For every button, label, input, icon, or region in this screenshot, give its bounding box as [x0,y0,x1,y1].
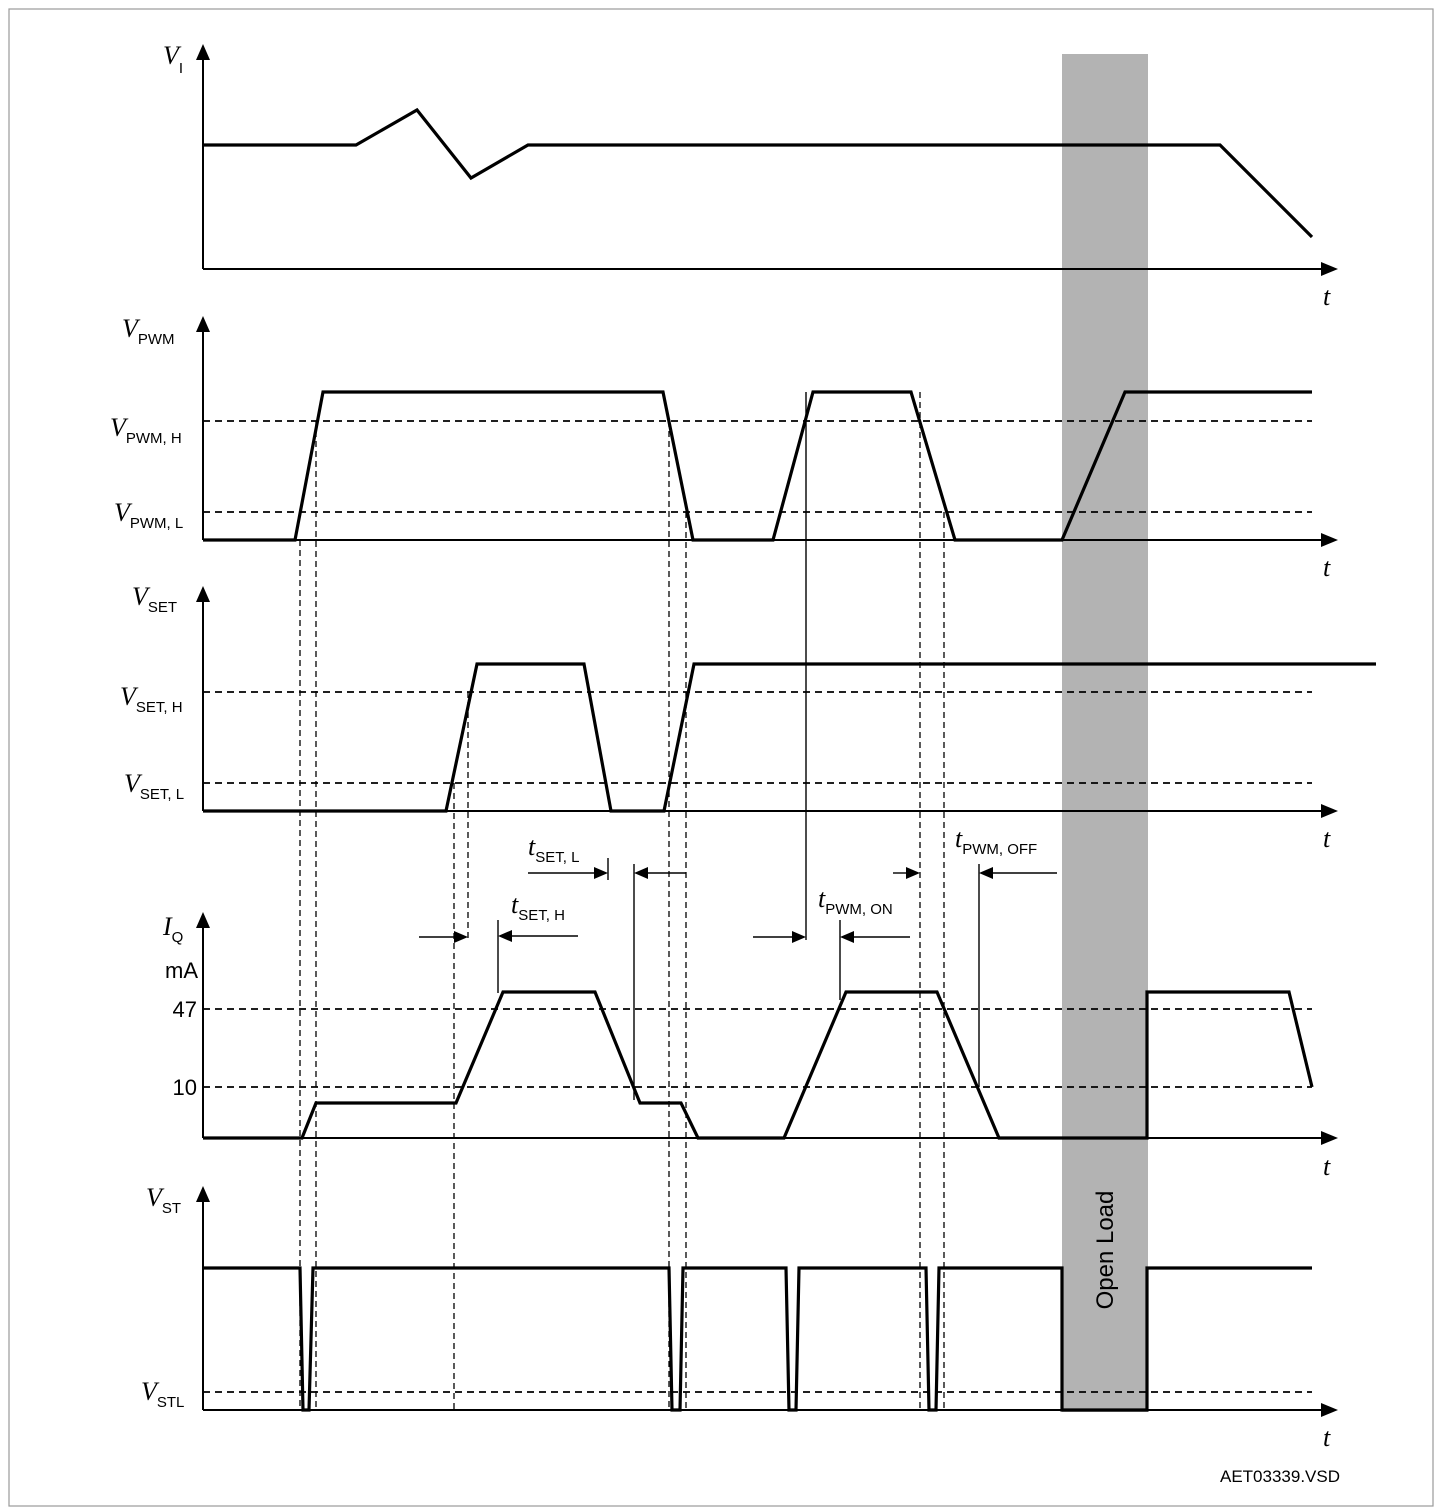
vset-label: VSET [132,582,177,616]
vset-t-label: t [1323,824,1331,853]
axes [196,44,1338,1417]
vst-y-arrow [196,1186,210,1202]
level-labels: VPWM, H VPWM, L VSET, H VSET, L 47 10 VS… [110,413,197,1411]
vst-t-label: t [1323,1423,1331,1452]
waveforms [203,107,1376,1412]
vset-trace [203,662,1376,813]
vset-y-arrow [196,586,210,602]
tset-h-arrow-left [454,931,468,943]
iq-y-arrow [196,912,210,928]
vset-h-label: VSET, H [120,682,183,716]
open-load-band [1062,54,1148,1412]
iq-47-label: 47 [173,997,197,1022]
iq-unit: mA [165,958,198,983]
tpwm-on-arrow-left [792,931,806,943]
tpwm-on-arrow-right [840,931,854,943]
vi-t-label: t [1323,282,1331,311]
diagram-frame [8,8,1434,1507]
open-load-label: Open Load [1092,1191,1119,1310]
figure-id: AET03339.VSD [1220,1467,1340,1486]
tpwm-on-label: tPWM, ON [818,884,893,918]
vi-label: VI [163,41,183,77]
vpwm-trace [203,390,1312,542]
iq-trace [203,990,1314,1140]
vpwm-l-label: VPWM, L [114,498,183,532]
vst-label: VST [146,1183,181,1217]
tset-l-label: tSET, L [528,832,579,866]
vpwm-t-label: t [1323,553,1331,582]
vertical-guides [299,392,945,1410]
vpwm-y-arrow [196,316,210,332]
vset-x-arrow [1321,804,1338,818]
tset-h-label: tSET, H [511,890,565,924]
iq-label: IQ [162,912,183,946]
tset-l-arrow-right [634,867,648,879]
vpwm-h-label: VPWM, H [110,413,182,447]
time-labels: t t t t t [1323,282,1331,1452]
tset-h-arrow-right [498,930,512,942]
iq-x-arrow [1321,1131,1338,1145]
vi-x-arrow [1321,262,1338,276]
vst-trace [203,1266,1312,1412]
timing-arrows [419,867,1057,943]
tpwm-off-label: tPWM, OFF [955,824,1037,858]
vset-l-label: VSET, L [124,769,184,803]
timing-labels: tSET, L tSET, H tPWM, ON tPWM, OFF [511,824,1037,924]
tpwm-off-arrow-right [979,867,993,879]
vpwm-x-arrow [1321,533,1338,547]
iq-t-label: t [1323,1152,1331,1181]
vst-x-arrow [1321,1403,1338,1417]
vi-trace [203,107,1314,239]
signal-labels: VI VPWM VSET IQ mA VST [122,41,198,1217]
tpwm-off-arrow-left [906,867,920,879]
timing-guides [497,392,980,1100]
iq-10-label: 10 [173,1075,197,1100]
threshold-lines [203,420,1312,1393]
tset-l-arrow-left [594,867,608,879]
vpwm-label: VPWM [122,314,175,348]
vi-y-arrow [196,44,210,60]
vstl-label: VSTL [141,1377,184,1411]
